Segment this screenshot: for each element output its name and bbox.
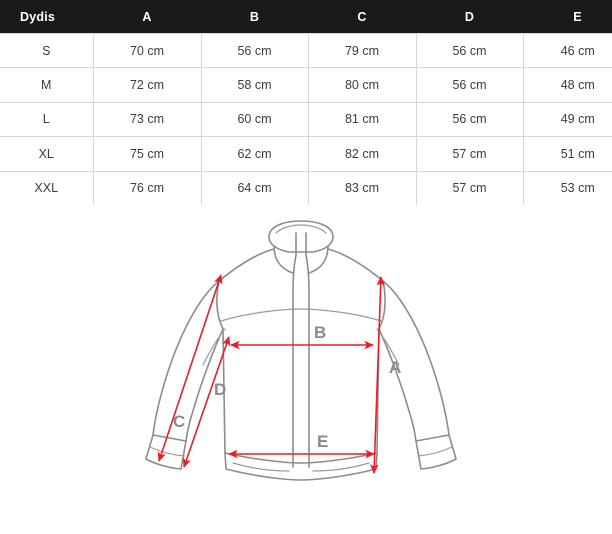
measurement-arrows-group: A B C D E	[157, 274, 401, 474]
right-cuff-seam	[417, 446, 453, 457]
cell-b: 60 cm	[200, 101, 309, 138]
left-shoulder-line	[218, 248, 275, 282]
table-header-row: Dydis A B C D E	[0, 0, 612, 34]
cell-d: 56 cm	[415, 67, 524, 103]
cell-d: 56 cm	[415, 32, 524, 69]
hem-band-bottom	[224, 452, 378, 481]
table-row: M 72 cm 58 cm 80 cm 56 cm 48 cm	[0, 67, 612, 103]
left-sleeve-outer	[152, 280, 220, 436]
cell-b: 62 cm	[200, 136, 309, 172]
hem-stitch-left	[232, 462, 290, 472]
table-row: XL 75 cm 62 cm 82 cm 57 cm 51 cm	[0, 136, 612, 172]
cell-c: 80 cm	[307, 67, 417, 103]
column-header-d: D	[464, 9, 475, 24]
cell-c: 81 cm	[307, 101, 417, 138]
column-header-e: E	[573, 9, 582, 24]
measure-arrow-a	[369, 276, 386, 474]
cell-e: 46 cm	[522, 32, 612, 69]
table-row: L 73 cm 60 cm 81 cm 56 cm 49 cm	[0, 101, 612, 138]
zipper-left-line	[292, 232, 297, 468]
cell-size: XXL	[0, 170, 94, 206]
zipper-right-line	[305, 232, 310, 468]
cell-e: 49 cm	[522, 101, 612, 138]
measure-arrow-c	[157, 274, 223, 462]
hem-band-top	[224, 452, 378, 464]
measure-label-c: C	[173, 412, 185, 431]
collar-outline	[268, 220, 334, 253]
cell-b: 64 cm	[200, 170, 309, 206]
right-cuff	[415, 434, 457, 470]
table-header: Dydis A B C D E	[0, 0, 612, 34]
cell-a: 76 cm	[92, 170, 202, 206]
column-header-size: Dydis	[20, 9, 56, 24]
measure-label-d: D	[214, 380, 226, 399]
measure-label-a: A	[389, 358, 401, 377]
right-shoulder-line	[327, 248, 384, 282]
column-header-b: B	[249, 9, 260, 24]
cell-e: 48 cm	[522, 67, 612, 103]
cell-d: 57 cm	[415, 136, 524, 172]
jacket-measurement-diagram: A B C D E	[0, 205, 612, 534]
cell-a: 72 cm	[92, 67, 202, 103]
size-table: Dydis A B C D E S 70 cm 56 cm 79 cm 56 c…	[0, 0, 612, 206]
cell-e: 51 cm	[522, 136, 612, 172]
cell-e: 53 cm	[522, 170, 612, 206]
column-header-a: A	[142, 9, 152, 24]
yoke-seam	[220, 308, 382, 322]
right-sleeve-inner	[378, 328, 417, 442]
cell-a: 73 cm	[92, 101, 202, 138]
table-row: S 70 cm 56 cm 79 cm 56 cm 46 cm	[0, 32, 612, 69]
cell-size: S	[0, 32, 94, 69]
measure-label-e: E	[317, 432, 328, 451]
cell-d: 56 cm	[415, 101, 524, 138]
jacket-outline-group	[145, 220, 457, 481]
cell-a: 75 cm	[92, 136, 202, 172]
cell-c: 79 cm	[307, 32, 417, 69]
cell-b: 56 cm	[200, 32, 309, 69]
left-cuff	[145, 434, 187, 470]
cell-d: 57 cm	[415, 170, 524, 206]
collar-inner-line	[275, 224, 327, 234]
cell-c: 82 cm	[307, 136, 417, 172]
jacket-illustration-svg: A B C D E	[145, 220, 457, 481]
cell-size: M	[0, 67, 94, 103]
measure-label-b: B	[314, 323, 326, 342]
table-row: XXL 76 cm 64 cm 83 cm 57 cm 53 cm	[0, 170, 612, 206]
cell-c: 83 cm	[307, 170, 417, 206]
table-body: S 70 cm 56 cm 79 cm 56 cm 46 cm M 72 cm …	[0, 32, 612, 206]
measure-arrow-d	[182, 336, 231, 468]
left-cuff-seam	[149, 446, 185, 457]
cell-b: 58 cm	[200, 67, 309, 103]
right-sleeve-outer	[382, 280, 450, 436]
hem-stitch-right	[312, 462, 370, 472]
cell-a: 70 cm	[92, 32, 202, 69]
cell-size: XL	[0, 136, 94, 172]
column-header-c: C	[357, 9, 367, 24]
cell-size: L	[0, 101, 94, 138]
